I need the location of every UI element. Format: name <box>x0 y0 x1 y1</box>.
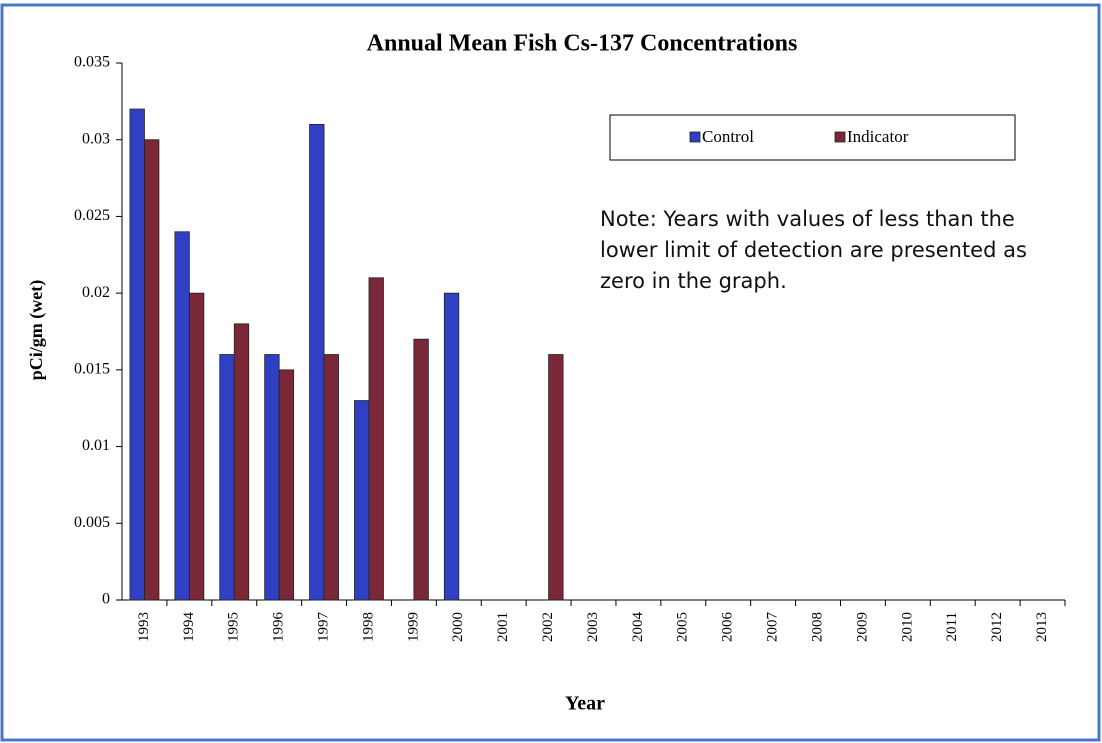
x-tick-label: 2010 <box>899 612 915 642</box>
x-tick-label: 2003 <box>585 612 601 642</box>
bar <box>188 292 205 601</box>
bar <box>323 354 339 601</box>
y-tick-label: 0.02 <box>82 284 110 301</box>
bar <box>129 108 145 601</box>
legend-label: Control <box>702 127 754 146</box>
chart-title: Annual Mean Fish Cs-137 Concentrations <box>367 31 798 57</box>
y-tick-label: 0 <box>102 591 110 608</box>
bar <box>368 277 384 601</box>
x-tick-label: 1996 <box>271 612 287 643</box>
y-tick-label: 0.035 <box>74 54 110 71</box>
bar <box>264 354 280 601</box>
bar <box>144 139 160 601</box>
x-tick-label: 1995 <box>226 612 242 642</box>
y-tick-label: 0.005 <box>74 514 110 531</box>
x-axis-label: Year <box>565 693 605 715</box>
x-tick-label: 2011 <box>944 612 960 641</box>
legend-swatch <box>689 131 701 143</box>
y-tick-label: 0.01 <box>82 437 110 454</box>
bar <box>443 292 460 601</box>
legend-box <box>609 114 1016 161</box>
x-tick-label: 1997 <box>316 612 332 643</box>
bar <box>548 354 564 601</box>
annotation: Note: Years with values of less than the… <box>600 207 1027 293</box>
y-tick-label: 0.03 <box>82 130 110 147</box>
bar <box>354 400 370 601</box>
y-tick-label: 0.015 <box>74 361 110 378</box>
legend-swatch <box>834 131 846 143</box>
x-tick-label: 2000 <box>450 612 466 642</box>
x-tick-label: 2006 <box>720 612 736 643</box>
x-tick-label: 1993 <box>136 612 152 642</box>
frame <box>0 3 1101 742</box>
x-tick-label: 1999 <box>405 612 421 642</box>
x-tick-label: 2005 <box>675 612 691 642</box>
x-tick-label: 2001 <box>495 612 511 642</box>
x-tick-label: 2002 <box>540 612 556 642</box>
bar <box>174 231 190 601</box>
x-tick-label: 2013 <box>1034 612 1050 642</box>
x-tick-label: 2008 <box>809 612 825 642</box>
bar <box>309 123 325 601</box>
bar <box>219 354 235 601</box>
bar <box>233 323 250 601</box>
y-axis-label: pCi/gm (wet) <box>26 280 47 380</box>
x-tick-label: 2009 <box>854 612 870 642</box>
x-tick-label: 2012 <box>989 612 1005 642</box>
x-tick-label: 2007 <box>765 612 781 643</box>
legend-label: Indicator <box>847 127 909 146</box>
y-tick-label: 0.025 <box>74 207 110 224</box>
x-tick-label: 1998 <box>360 612 376 642</box>
x-tick-label: 2004 <box>630 612 646 643</box>
bar <box>413 338 429 601</box>
bar <box>278 369 295 601</box>
x-tick-label: 1994 <box>181 612 197 643</box>
